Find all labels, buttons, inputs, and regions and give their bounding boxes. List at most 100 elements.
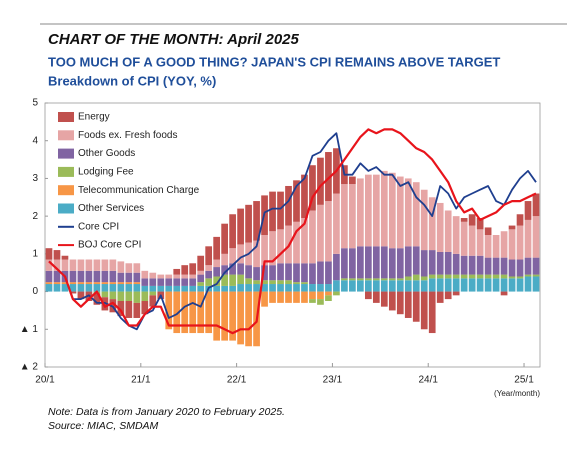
bar-segment [125, 263, 133, 273]
bar-segment [317, 299, 324, 305]
bar-segment [237, 208, 244, 245]
bar-segment [245, 284, 252, 292]
legend-swatch [58, 185, 74, 196]
bar-segment [197, 255, 205, 271]
bar-segment [109, 291, 117, 300]
bar-segment [221, 285, 228, 292]
bar-segment [125, 282, 133, 285]
y-tick-label: 1 [32, 248, 38, 259]
bar-segment [197, 282, 205, 286]
bar-segment [412, 274, 420, 281]
bar-segment [61, 284, 69, 292]
bar-segment [253, 267, 260, 281]
bar-segment [61, 255, 69, 260]
bar-segment [325, 261, 332, 285]
bar-segment [149, 291, 157, 296]
bar-segment [45, 282, 53, 285]
bar-segment [452, 278, 460, 292]
bar-segment [93, 293, 101, 305]
bar-segment [245, 278, 252, 285]
bar-segment [508, 259, 516, 277]
bar-segment [261, 284, 268, 292]
bar-segment [508, 278, 516, 292]
bar-segment [380, 246, 388, 279]
bar-segment [93, 282, 101, 285]
bar-segment [213, 285, 221, 292]
bar-segment [293, 221, 300, 264]
legend-label: Energy [78, 112, 110, 123]
bar-segment [77, 291, 85, 300]
bar-segment [341, 278, 348, 281]
bar-segment [420, 250, 428, 277]
bar-segment [189, 278, 197, 286]
bar-segment [301, 282, 308, 285]
bar-segment [205, 278, 213, 286]
bar-segment [117, 291, 125, 301]
note: Note: Data is from January 2020 to Febru… [48, 406, 285, 418]
bar-segment [261, 265, 268, 281]
bar-segment [237, 274, 244, 285]
bar-segment [53, 282, 61, 285]
bar-segment [45, 259, 53, 271]
bar-segment [157, 274, 165, 279]
bar-segment [468, 255, 476, 275]
bar-segment [165, 291, 173, 330]
bar-segment [516, 225, 524, 260]
bar-segment [229, 248, 236, 264]
bar-segment [261, 291, 268, 307]
bar-segment [229, 214, 236, 249]
bar-segment [269, 284, 276, 292]
bar-segment [444, 251, 452, 275]
bar-segment [277, 280, 284, 285]
bar-segment [269, 280, 276, 285]
bar-segment [444, 210, 452, 252]
bar-segment [133, 291, 141, 303]
bar-segment [524, 201, 532, 220]
y-tick-label: 4 [32, 135, 38, 146]
bar-segment [476, 278, 484, 292]
legend-swatch [58, 130, 74, 141]
bar-segment [85, 259, 93, 271]
bar-segment [532, 274, 540, 277]
bar-segment [532, 257, 540, 275]
bar-segment [516, 278, 524, 292]
bar-segment [333, 280, 340, 292]
bar-segment [53, 270, 61, 283]
bar-segment [516, 214, 524, 226]
bar-segment [245, 291, 252, 347]
bar-segment [173, 291, 181, 334]
bar-segment [141, 291, 149, 301]
bar-segment [53, 259, 61, 271]
bar-segment [101, 291, 109, 298]
x-tick-label: 22/1 [227, 375, 247, 386]
bar-segment [333, 291, 340, 296]
bar-segment [277, 291, 284, 303]
bar-segment [285, 280, 292, 285]
bar-segment [165, 285, 173, 292]
bar-segment [508, 225, 516, 230]
bar-segment [357, 280, 364, 292]
bar-segment [77, 259, 85, 271]
bar-segment [357, 178, 364, 247]
bar-segment [293, 282, 300, 285]
bar-segment [372, 280, 380, 292]
bar-segment [77, 284, 85, 292]
bar-segment [285, 263, 292, 281]
bar-segment [436, 251, 444, 275]
bar-segment [237, 244, 244, 264]
bar-segment [261, 235, 268, 266]
bar-segment [93, 259, 101, 271]
bar-segment [476, 255, 484, 275]
bar-segment [500, 278, 508, 292]
bar-segment [468, 278, 476, 292]
bar-segment [53, 250, 61, 260]
bar-segment [468, 225, 476, 256]
x-tick-label: 23/1 [323, 375, 343, 386]
bar-segment [85, 282, 93, 285]
bar-segment [436, 202, 444, 252]
bar-segment [77, 270, 85, 283]
bar-segment [141, 278, 149, 286]
bar-segment [388, 280, 396, 292]
bar-segment [420, 280, 428, 292]
